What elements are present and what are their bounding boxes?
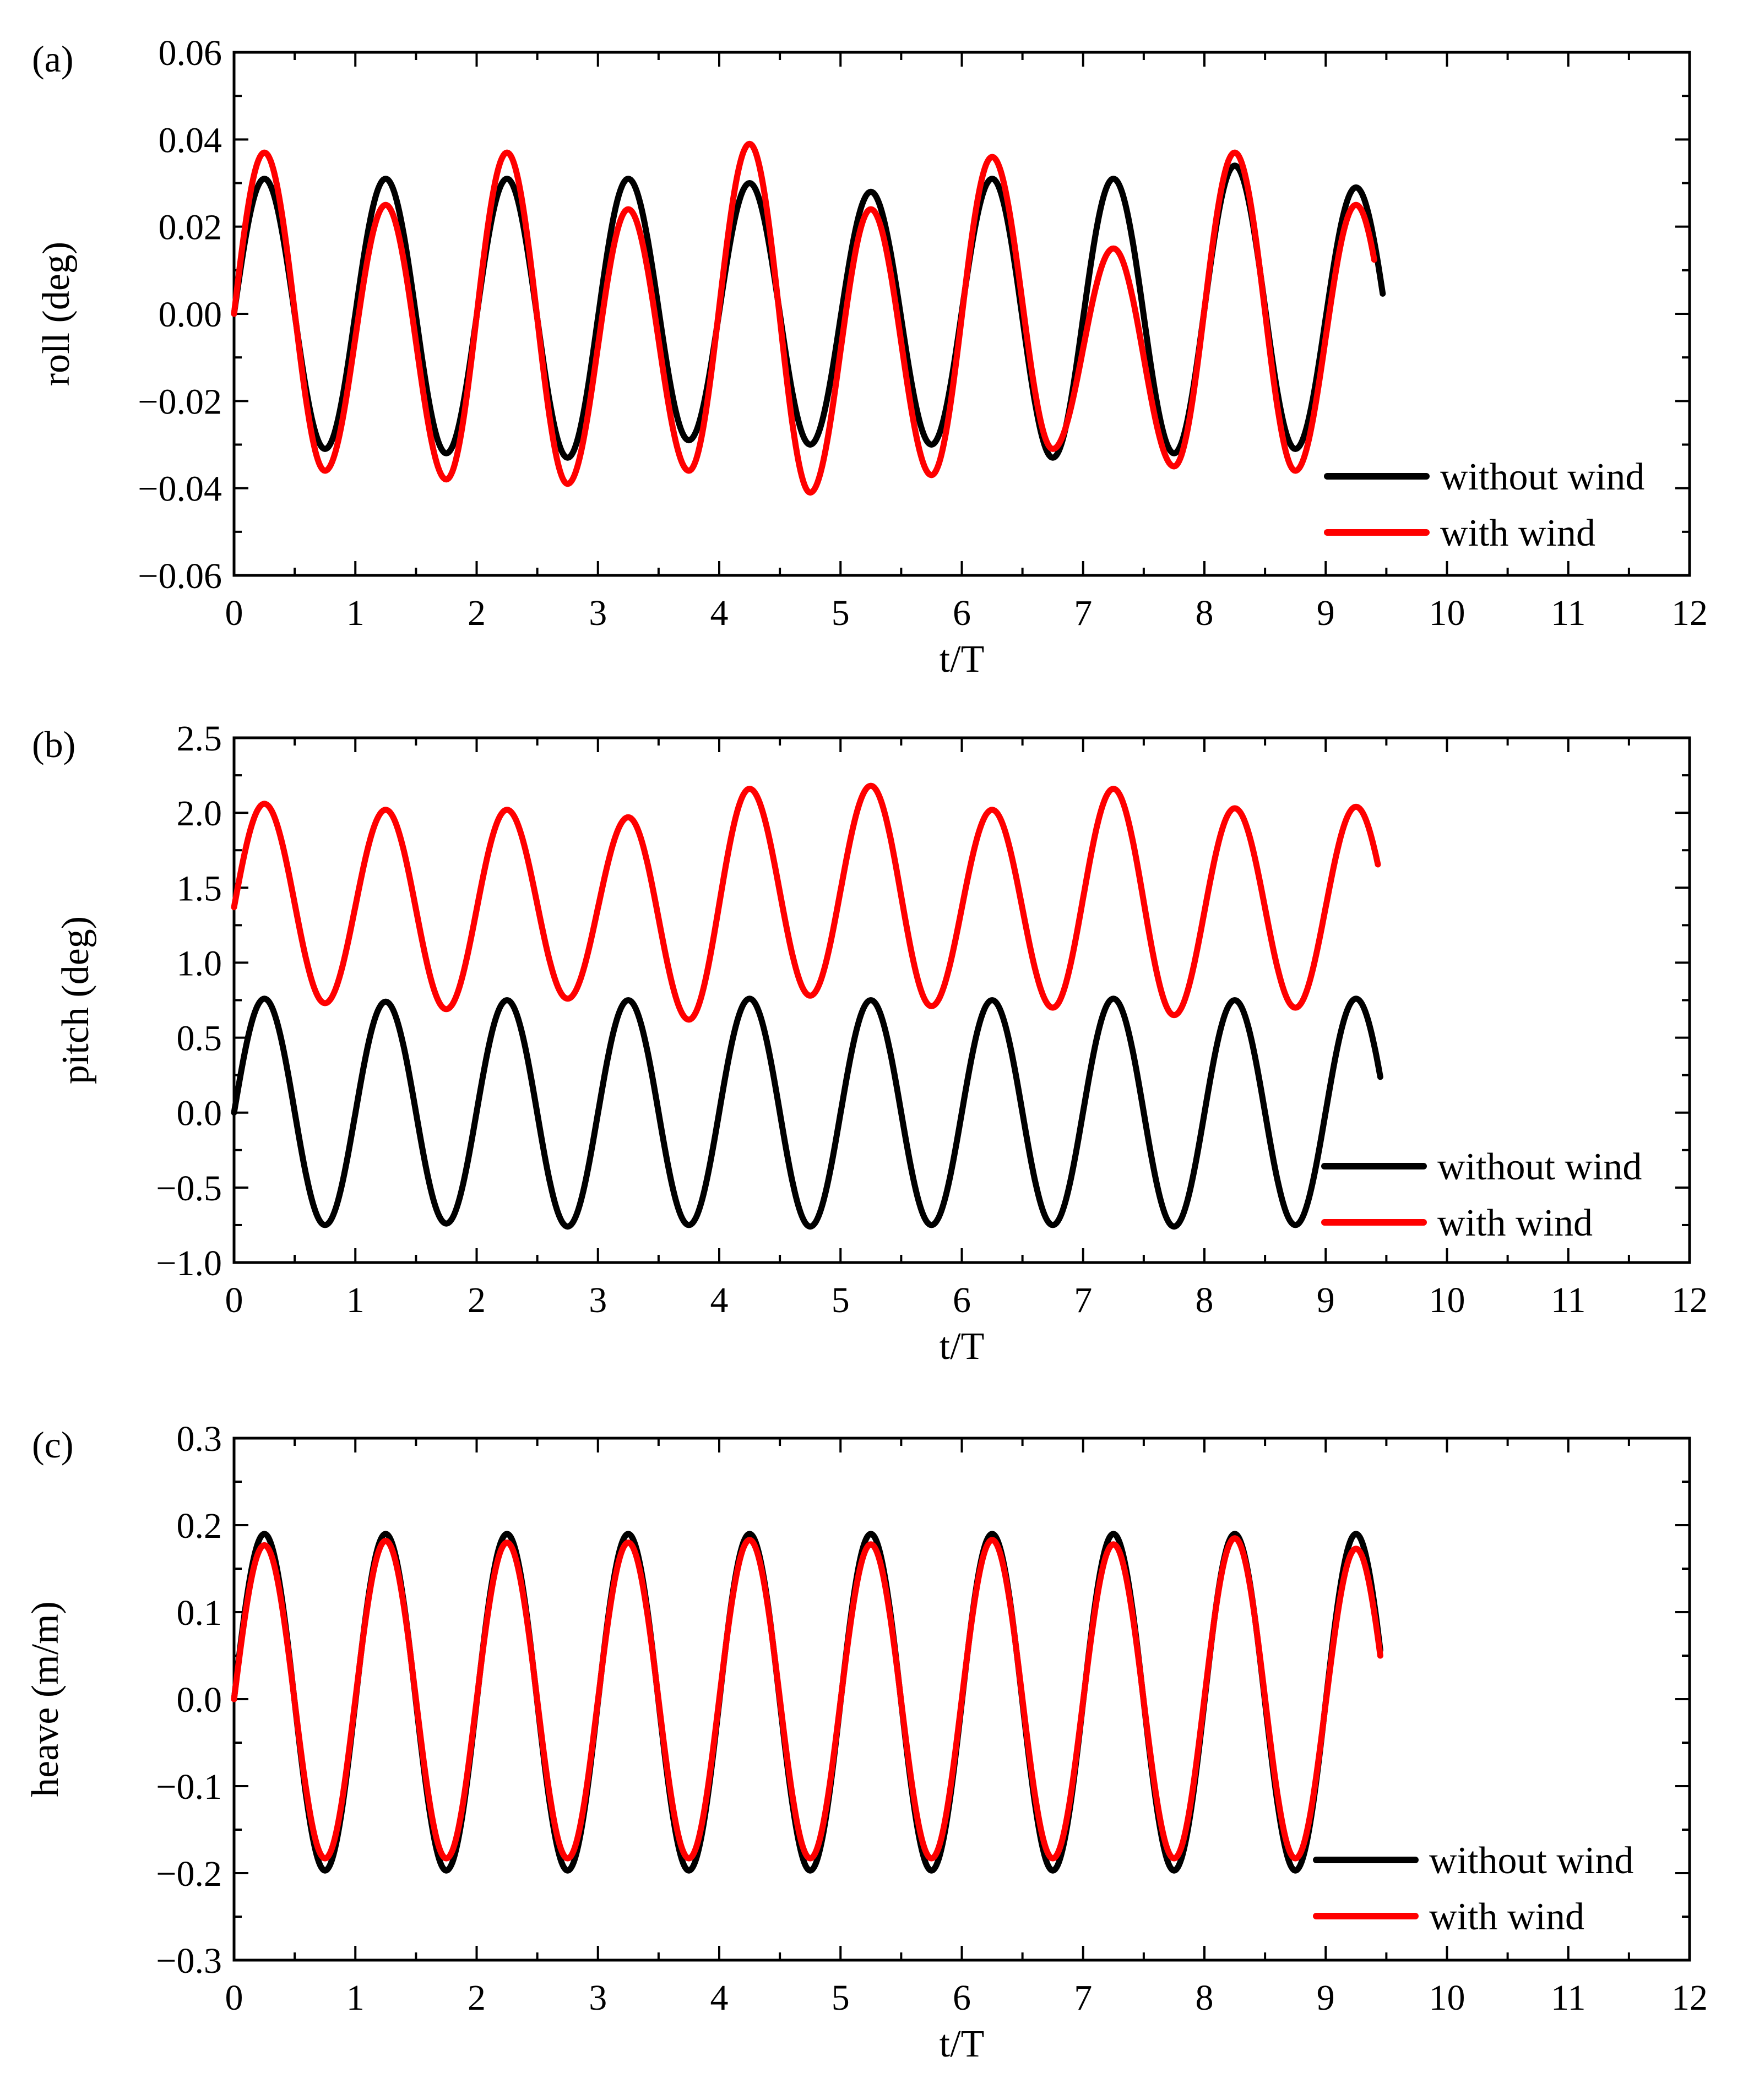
x-tick-label: 6 (953, 1280, 971, 1320)
y-tick-label: −1.0 (156, 1243, 222, 1283)
x-tick-label: 5 (832, 1280, 850, 1320)
x-tick-label: 7 (1074, 1280, 1092, 1320)
panel-label: (c) (32, 1424, 73, 1466)
x-tick-label: 0 (225, 1978, 243, 2018)
y-tick-label: −0.2 (156, 1854, 222, 1894)
x-axis-title: t/T (940, 1325, 985, 1368)
y-tick-label: 0.04 (159, 120, 222, 160)
y-tick-label: −0.1 (156, 1767, 222, 1807)
panel-pitch: 0 1 2 3 4 5 6 7 8 9 10 11 12−1.0−0.50.00.51.01.52.02… (32, 719, 1708, 1368)
y-tick-label: 0.00 (159, 295, 222, 335)
y-tick-label: 0.0 (177, 1680, 222, 1720)
x-tick-label: 2 (468, 593, 486, 633)
y-tick-label: 1.0 (177, 943, 222, 983)
x-tick-label: 9 (1317, 1280, 1335, 1320)
legend-label: without wind (1437, 1146, 1642, 1188)
legend-label: without wind (1440, 456, 1644, 498)
x-tick-label: 12 (1671, 593, 1708, 633)
x-tick-label: 9 (1317, 1978, 1335, 2018)
y-tick-label: −0.3 (156, 1941, 222, 1981)
x-tick-label: 11 (1551, 1978, 1586, 2018)
x-axis-title: t/T (940, 638, 985, 681)
x-tick-label: 7 (1074, 1978, 1092, 2018)
x-tick-label: 10 (1429, 1978, 1465, 2018)
series-line-with-wind (231, 140, 1377, 496)
x-tick-label: 1 (346, 593, 365, 633)
y-tick-label: −0.02 (138, 382, 222, 422)
series-line-with-wind (231, 1535, 1383, 1862)
x-tick-label: 2 (468, 1280, 486, 1320)
x-tick-label: 1 (346, 1978, 365, 2018)
x-tick-label: 0 (225, 1280, 243, 1320)
y-tick-label: 0.1 (177, 1593, 222, 1633)
legend-label: with wind (1440, 512, 1595, 554)
y-axis-title: heave (m/m) (24, 1601, 67, 1797)
y-axis-title: roll (deg) (35, 242, 78, 386)
x-tick-label: 2 (468, 1978, 486, 2018)
y-axis-title: pitch (deg) (55, 916, 97, 1084)
x-tick-label: 8 (1196, 1280, 1214, 1320)
x-tick-label: 3 (589, 1280, 607, 1320)
legend-label: without wind (1429, 1840, 1633, 1882)
legend-label: with wind (1437, 1202, 1593, 1244)
panel-label: (b) (32, 723, 75, 765)
y-tick-label: 2.5 (177, 719, 222, 759)
y-tick-label: −0.5 (156, 1168, 222, 1209)
y-tick-label: 2.0 (177, 793, 222, 834)
series-line-with-wind (231, 782, 1381, 1023)
panel-heave: 0 1 2 3 4 5 6 7 8 9 10 11 12−0.3−0.2−0.10.00.10.20.3… (24, 1419, 1708, 2065)
x-axis-title: t/T (940, 2023, 985, 2065)
x-tick-label: 0 (225, 593, 243, 633)
x-tick-label: 12 (1671, 1280, 1708, 1320)
series-line-without-wind (231, 1531, 1383, 1874)
x-tick-label: 11 (1551, 593, 1586, 633)
panel-roll: 0 1 2 3 4 5 6 7 8 9 10 11 12−0.06−0.04−0.020.000.020… (32, 33, 1708, 681)
x-tick-label: 4 (710, 1280, 729, 1320)
x-tick-label: 8 (1196, 1978, 1214, 2018)
legend-label: with wind (1429, 1896, 1584, 1938)
y-tick-label: 0.02 (159, 208, 222, 248)
y-tick-label: 0.5 (177, 1019, 222, 1059)
y-tick-label: 0.2 (177, 1506, 222, 1546)
series-line-without-wind (231, 995, 1383, 1230)
x-tick-label: 1 (346, 1280, 365, 1320)
x-tick-label: 10 (1429, 1280, 1465, 1320)
x-tick-label: 6 (953, 593, 971, 633)
x-tick-label: 3 (589, 593, 607, 633)
y-tick-label: 0.0 (177, 1093, 222, 1134)
y-tick-label: 0.3 (177, 1419, 222, 1459)
x-tick-label: 10 (1429, 593, 1465, 633)
y-tick-label: −0.04 (138, 469, 222, 509)
x-tick-label: 8 (1196, 593, 1214, 633)
x-tick-label: 9 (1317, 593, 1335, 633)
y-tick-label: 1.5 (177, 868, 222, 908)
x-tick-label: 4 (710, 1978, 729, 2018)
x-tick-label: 11 (1551, 1280, 1586, 1320)
x-tick-label: 5 (832, 593, 850, 633)
y-tick-label: −0.06 (138, 556, 222, 596)
x-tick-label: 12 (1671, 1978, 1708, 2018)
x-tick-label: 5 (832, 1978, 850, 2018)
series-line-without-wind (231, 162, 1386, 461)
panel-label: (a) (32, 38, 73, 80)
y-tick-label: 0.06 (159, 33, 222, 73)
x-tick-label: 3 (589, 1978, 607, 2018)
x-tick-label: 4 (710, 593, 729, 633)
x-tick-label: 7 (1074, 593, 1092, 633)
x-tick-label: 6 (953, 1978, 971, 2018)
